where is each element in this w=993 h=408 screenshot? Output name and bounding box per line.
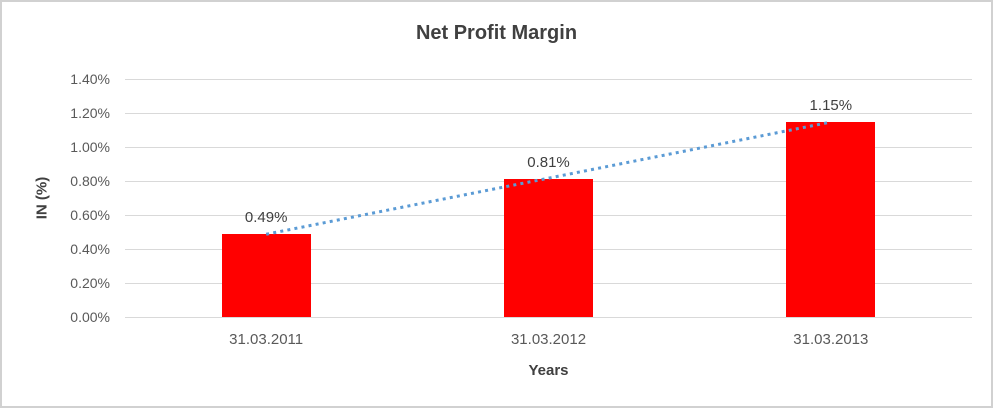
x-axis-tick-label: 31.03.2011 xyxy=(229,331,304,348)
x-axis-tick-label: 31.03.2012 xyxy=(510,331,587,348)
y-axis-tick-label: 0.40% xyxy=(70,241,110,257)
y-axis-tick-label: 0.80% xyxy=(70,173,110,189)
y-axis-tick-label: 1.40% xyxy=(70,71,110,87)
y-axis-tick-label: 0.60% xyxy=(70,207,110,223)
gridline xyxy=(125,317,972,318)
gridline xyxy=(125,79,972,80)
y-axis-tick-label: 0.00% xyxy=(70,309,110,325)
bar-31.03.2011 xyxy=(221,233,311,317)
y-axis-tick-label: 1.00% xyxy=(70,139,110,155)
chart-title: Net Profit Margin xyxy=(415,22,578,44)
bar-31.03.2012 xyxy=(504,179,593,317)
x-axis-tick-label: 31.03.2013 xyxy=(793,331,869,348)
data-label: 1.15% xyxy=(809,96,853,114)
gridline xyxy=(125,113,972,114)
data-label: 0.81% xyxy=(527,154,570,172)
x-axis-title: Years xyxy=(528,362,569,379)
bar-31.03.2013 xyxy=(786,121,876,317)
data-label: 0.49% xyxy=(244,208,288,226)
y-axis-tick-label: 1.20% xyxy=(70,105,110,121)
y-axis-tick-label: 0.20% xyxy=(70,275,110,291)
